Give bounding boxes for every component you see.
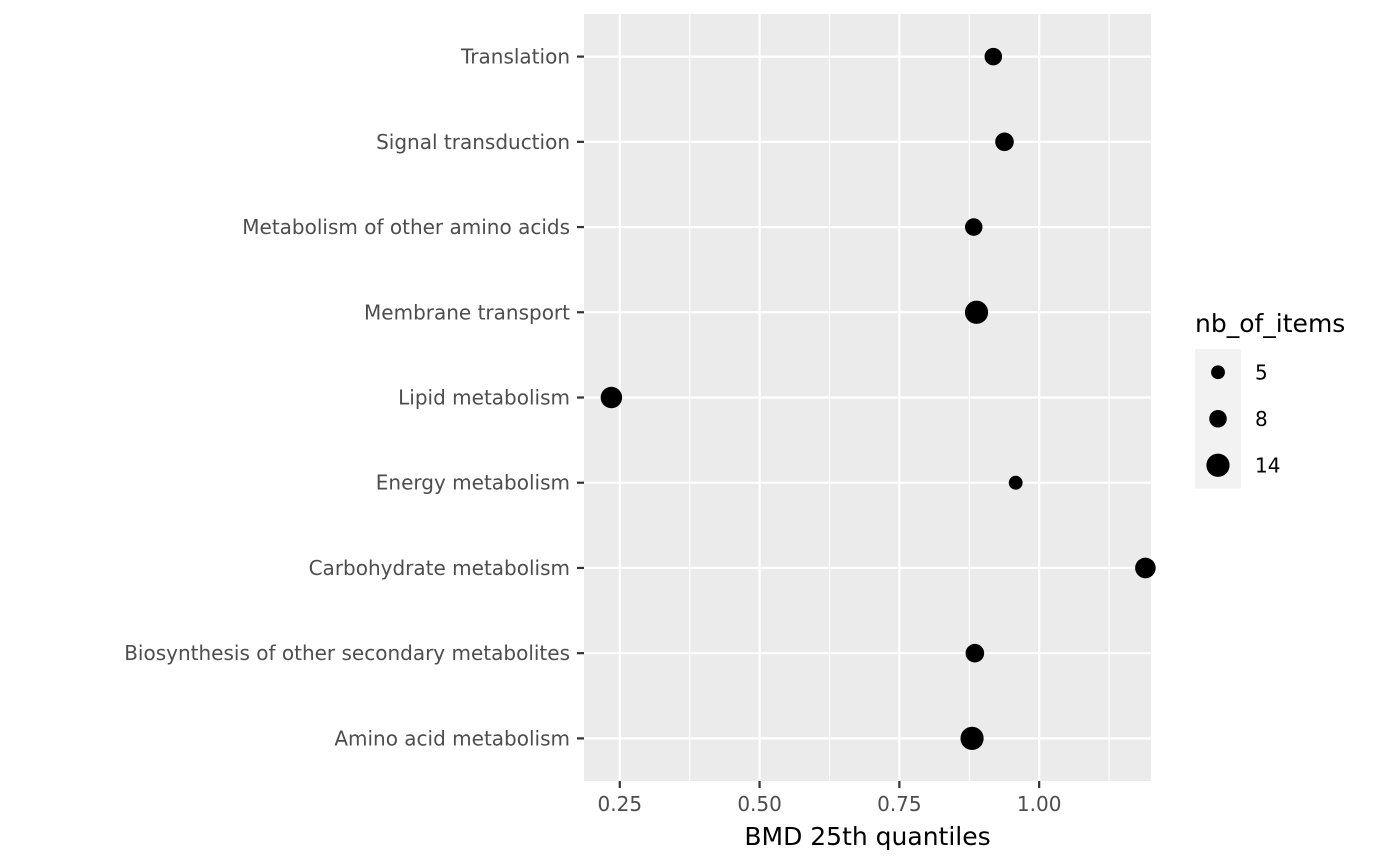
x-tick-label: 0.25: [598, 792, 643, 816]
legend-key-circle: [1209, 409, 1227, 428]
legend-key-circle: [1211, 365, 1225, 380]
y-tick-label: Membrane transport: [364, 300, 570, 324]
legend-key-circle: [1206, 453, 1230, 477]
data-point: [1008, 475, 1023, 490]
x-tick-label: 0.75: [877, 792, 922, 816]
y-tick-label: Lipid metabolism: [398, 386, 570, 410]
data-point: [984, 47, 1003, 66]
y-axis: Amino acid metabolism Biosynthesis of oth…: [124, 45, 584, 750]
data-point: [995, 132, 1014, 152]
legend-label: 5: [1255, 360, 1268, 384]
legend-entries: 5 8 14: [1206, 360, 1280, 477]
x-tick-label: 0.50: [737, 792, 782, 816]
data-point: [964, 300, 989, 324]
data-point: [960, 726, 984, 750]
y-tick-label: Energy metabolism: [376, 471, 570, 495]
size-legend: nb_of_items 5 8 14: [1195, 309, 1345, 489]
data-point: [965, 643, 985, 663]
data-point: [1135, 557, 1156, 579]
major-gridlines: [584, 14, 1151, 781]
legend-label: 14: [1255, 453, 1280, 477]
y-tick-label: Carbohydrate metabolism: [309, 556, 570, 580]
y-tick-label: Translation: [460, 45, 570, 69]
data-point: [600, 386, 623, 409]
x-axis: 0.25 0.50 0.75 1.00: [598, 781, 1062, 816]
y-tick-label: Signal transduction: [376, 130, 570, 154]
y-tick-label: Biosynthesis of other secondary metaboli…: [124, 641, 570, 665]
legend-title: nb_of_items: [1195, 309, 1345, 338]
data-point: [964, 218, 983, 236]
x-tick-label: 1.00: [1017, 792, 1062, 816]
x-axis-title: BMD 25th quantiles: [744, 822, 990, 851]
y-tick-label: Amino acid metabolism: [334, 726, 570, 750]
data-points: [600, 47, 1156, 750]
legend-label: 8: [1255, 407, 1268, 431]
y-tick-label: Metabolism of other amino acids: [242, 215, 570, 239]
